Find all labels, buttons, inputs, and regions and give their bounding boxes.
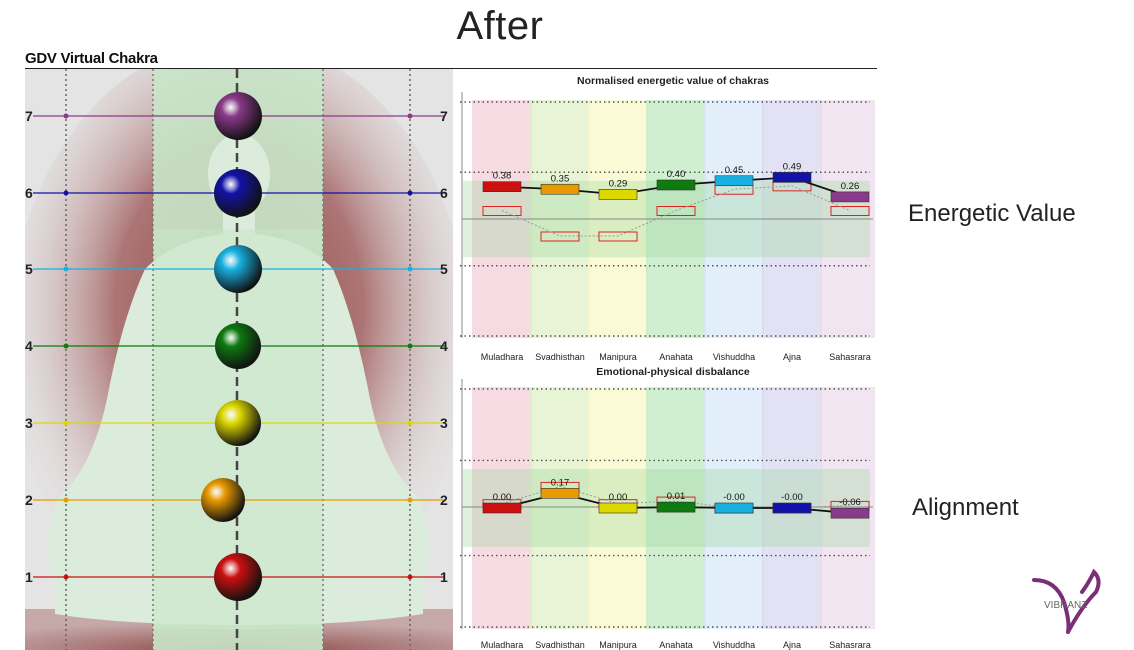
data-label: 0.35: [551, 173, 570, 184]
level-marker-right-5: [407, 266, 413, 272]
category-label: Anahata: [659, 352, 693, 362]
category-label: Vishuddha: [713, 640, 755, 650]
primary-bar: [714, 175, 754, 187]
primary-bar: [772, 172, 812, 183]
energetic-value-label: Energetic Value: [908, 200, 1076, 227]
data-label: 0.38: [493, 171, 512, 182]
category-label: Sahasrara: [829, 640, 871, 650]
primary-bar: [598, 502, 638, 514]
category-label: Ajna: [783, 640, 801, 650]
level-marker-left-1: [63, 574, 69, 580]
data-label: 0.17: [551, 477, 570, 488]
category-label: Muladhara: [481, 640, 524, 650]
chakra-ball-1: [214, 553, 262, 601]
level-label-left: 6: [25, 185, 33, 201]
chart-title: Normalised energetic value of chakras: [577, 75, 769, 87]
category-label: Vishuddha: [713, 352, 755, 362]
level-marker-left-7: [63, 113, 69, 119]
logo-text: VIBRANZ: [1044, 600, 1087, 611]
secondary-marker: [598, 231, 638, 242]
level-label-right: 6: [440, 185, 448, 201]
heading-rule: [25, 68, 877, 69]
chakra-ball-2: [201, 478, 245, 522]
level-label-left: 1: [25, 569, 33, 585]
level-marker-left-6: [63, 190, 69, 196]
level-label-right: 1: [440, 569, 448, 585]
balance-chart: Emotional-physical disbalance 0.00 0.17 0.0…: [460, 366, 875, 650]
category-label: Manipura: [599, 352, 637, 362]
primary-bar: [772, 502, 812, 514]
secondary-marker: [540, 231, 580, 242]
vibranz-logo: VIBRANZ: [1032, 568, 1101, 634]
secondary-connector: [501, 185, 851, 237]
category-label: Manipura: [599, 640, 637, 650]
level-marker-right-2: [407, 497, 413, 503]
logo-leaf-mark: [1032, 568, 1101, 634]
level-label-left: 3: [25, 415, 33, 431]
level-marker-right-1: [407, 574, 413, 580]
category-band: [530, 387, 590, 629]
level-marker-right-6: [407, 190, 413, 196]
level-label-right: 3: [440, 415, 448, 431]
level-label-left: 4: [25, 338, 33, 354]
level-label-left: 5: [25, 261, 33, 277]
chakra-ball-3: [215, 400, 261, 446]
category-label: Anahata: [659, 640, 693, 650]
primary-bar: [656, 179, 696, 191]
level-label-left: 7: [25, 108, 33, 124]
primary-bar: [540, 183, 580, 195]
secondary-marker: [656, 206, 696, 216]
chakra-ball-4: [215, 323, 261, 369]
level-marker-left-4: [63, 343, 69, 349]
alignment-label: Alignment: [912, 494, 1019, 521]
category-label: Svadhisthan: [535, 352, 585, 362]
level-marker-right-4: [407, 343, 413, 349]
chakra-ball-7: [214, 92, 262, 140]
secondary-connector: [501, 485, 851, 509]
level-marker-left-5: [63, 266, 69, 272]
primary-bar: [830, 507, 870, 519]
chart-title: Emotional-physical disbalance: [596, 366, 750, 378]
chakra-ball-5: [214, 245, 262, 293]
primary-bar: [482, 181, 522, 192]
category-label: Svadhisthan: [535, 640, 585, 650]
secondary-marker: [482, 206, 522, 216]
data-label: 0.49: [783, 161, 802, 172]
level-label-right: 7: [440, 108, 448, 124]
category-label: Ajna: [783, 352, 801, 362]
data-label: 0.00: [493, 492, 512, 503]
level-marker-left-2: [63, 497, 69, 503]
data-label: 0.45: [725, 165, 744, 176]
level-marker-right-3: [407, 420, 413, 426]
primary-bar: [540, 488, 580, 499]
level-label-right: 4: [440, 338, 448, 354]
data-label: -0.00: [723, 492, 745, 503]
chakra-body-panel: 1 1 2 2 3 3 4 4 5 5 6 6 7 7: [25, 69, 453, 650]
primary-bar: [656, 501, 696, 513]
energy-chart: Normalised energetic value of chakras 0.3…: [460, 75, 875, 362]
panel-heading: GDV Virtual Chakra: [25, 50, 158, 67]
primary-bar: [830, 191, 870, 203]
primary-bar: [482, 502, 522, 514]
level-label-left: 2: [25, 492, 33, 508]
page-title: After: [456, 4, 544, 48]
level-label-right: 2: [440, 492, 448, 508]
data-label: -0.06: [839, 497, 861, 508]
data-label: 0.00: [609, 492, 628, 503]
primary-bar: [714, 502, 754, 514]
level-marker-left-3: [63, 420, 69, 426]
data-label: -0.00: [781, 492, 803, 503]
level-label-right: 5: [440, 261, 448, 277]
data-label: 0.40: [667, 169, 686, 180]
data-label: 0.29: [609, 178, 628, 189]
data-label: 0.01: [667, 491, 686, 502]
secondary-marker: [830, 206, 870, 216]
category-label: Muladhara: [481, 352, 524, 362]
chakra-ball-6: [214, 169, 262, 217]
level-marker-right-7: [407, 113, 413, 119]
category-label: Sahasrara: [829, 352, 871, 362]
data-label: 0.26: [841, 181, 860, 192]
primary-bar: [598, 189, 638, 200]
